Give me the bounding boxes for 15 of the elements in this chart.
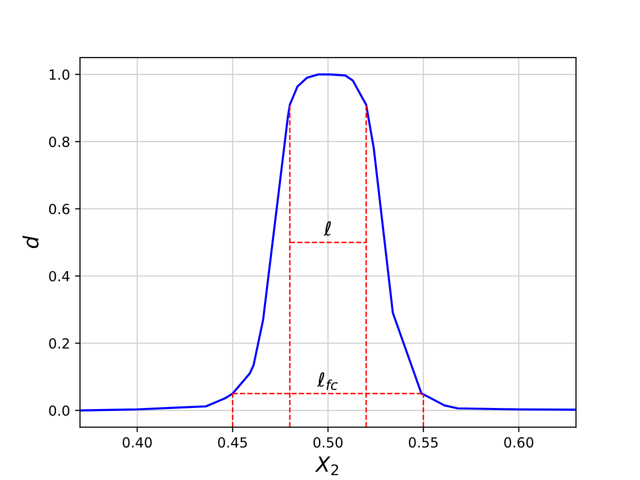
y-axis-title: d	[22, 236, 39, 248]
x-tick-label: 0.55	[408, 437, 438, 448]
x-tick-label: 0.60	[504, 437, 534, 448]
x-axis-title: X$_{2}$	[314, 456, 338, 476]
x-tick-label: 0.45	[218, 437, 247, 448]
annotation: ℓ	[324, 221, 331, 236]
annotation: ℓ$_{fc}$	[317, 372, 338, 390]
y-tick-label: 0.8	[49, 136, 70, 148]
y-tick-label: 0.0	[49, 405, 70, 416]
y-tick-label: 1.0	[50, 69, 70, 80]
y-tick-label: 0.4	[49, 270, 70, 282]
x-tick-label: 0.40	[122, 437, 152, 448]
y-tick-label: 0.6	[49, 204, 70, 214]
y-tick-label: 0.2	[49, 338, 69, 349]
x-tick-label: 0.50	[313, 437, 343, 448]
